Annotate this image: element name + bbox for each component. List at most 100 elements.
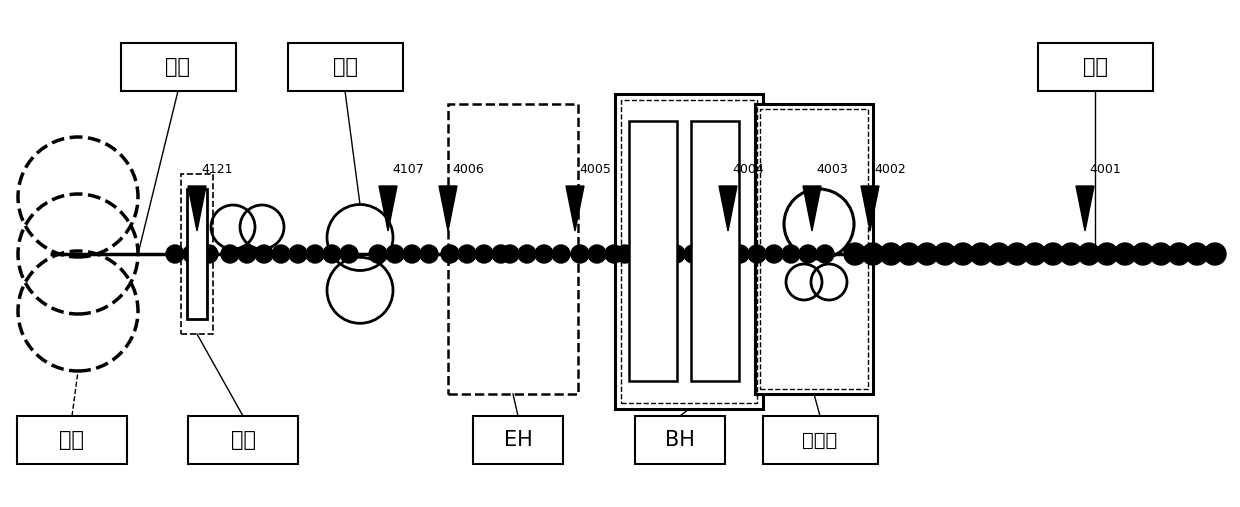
Circle shape [732,245,749,263]
Bar [188,416,298,464]
Circle shape [616,245,634,263]
Polygon shape [719,186,737,231]
Polygon shape [379,186,397,231]
Circle shape [184,245,201,263]
Circle shape [1185,243,1208,265]
Text: 4005: 4005 [579,163,611,176]
Circle shape [650,245,668,263]
Circle shape [1024,243,1047,265]
Circle shape [403,245,422,263]
Polygon shape [861,186,879,231]
Text: 飞剪: 飞剪 [332,57,357,77]
Circle shape [1168,243,1190,265]
Circle shape [605,245,622,263]
Bar [1038,43,1152,91]
Bar [691,121,739,381]
Circle shape [718,245,737,263]
Circle shape [272,245,290,263]
Bar [181,174,213,334]
Circle shape [765,245,782,263]
Text: 4006: 4006 [453,163,484,176]
Circle shape [1006,243,1028,265]
Circle shape [632,245,651,263]
Circle shape [570,245,589,263]
Circle shape [816,245,835,263]
Circle shape [970,243,992,265]
Circle shape [306,245,324,263]
Circle shape [289,245,308,263]
Text: 轧机: 轧机 [60,430,84,450]
Bar [187,189,207,319]
Circle shape [916,243,937,265]
Text: 4107: 4107 [392,163,424,176]
Circle shape [340,245,358,263]
Circle shape [492,245,510,263]
Circle shape [952,243,973,265]
Circle shape [501,245,520,263]
Circle shape [1096,243,1118,265]
Text: BH: BH [665,430,694,450]
Circle shape [684,245,702,263]
Circle shape [701,245,719,263]
Circle shape [898,243,920,265]
Bar [760,109,868,389]
Circle shape [1060,243,1083,265]
Text: 4003: 4003 [816,163,848,176]
Bar [629,121,677,381]
Polygon shape [188,186,206,231]
Bar [17,416,126,464]
Polygon shape [439,186,458,231]
Circle shape [534,245,553,263]
Circle shape [200,245,218,263]
Polygon shape [1076,186,1094,231]
Circle shape [1132,243,1154,265]
Circle shape [844,243,866,265]
Circle shape [1204,243,1226,265]
Circle shape [221,245,239,263]
Text: 4121: 4121 [201,163,233,176]
Text: 4001: 4001 [1089,163,1121,176]
Circle shape [880,243,901,265]
Circle shape [370,245,387,263]
Circle shape [748,245,766,263]
Bar [120,43,236,91]
Bar [755,104,873,394]
Circle shape [166,245,184,263]
Circle shape [441,245,459,263]
Circle shape [238,245,255,263]
Bar [448,104,578,394]
Circle shape [420,245,438,263]
Text: 矫直机: 矫直机 [802,430,838,450]
Polygon shape [565,186,584,231]
Bar [615,94,763,409]
Bar [635,416,725,464]
Circle shape [1078,243,1100,265]
Polygon shape [804,186,821,231]
Circle shape [475,245,494,263]
Circle shape [552,245,570,263]
Circle shape [588,245,606,263]
Circle shape [862,243,884,265]
Text: 4004: 4004 [732,163,764,176]
Bar [621,100,756,403]
Text: 立辊: 立辊 [165,57,191,77]
Circle shape [518,245,536,263]
Circle shape [988,243,1011,265]
Text: 4002: 4002 [874,163,905,176]
Circle shape [322,245,341,263]
Circle shape [782,245,800,263]
Bar [763,416,878,464]
Text: 除鳞: 除鳞 [231,430,255,450]
Circle shape [255,245,273,263]
Circle shape [799,245,817,263]
Circle shape [1042,243,1064,265]
Circle shape [1149,243,1172,265]
Bar [472,416,563,464]
Text: EH: EH [503,430,532,450]
Circle shape [667,245,684,263]
Circle shape [934,243,956,265]
Bar [288,43,403,91]
Text: 板坯: 板坯 [1083,57,1107,77]
Circle shape [458,245,476,263]
Circle shape [1114,243,1136,265]
